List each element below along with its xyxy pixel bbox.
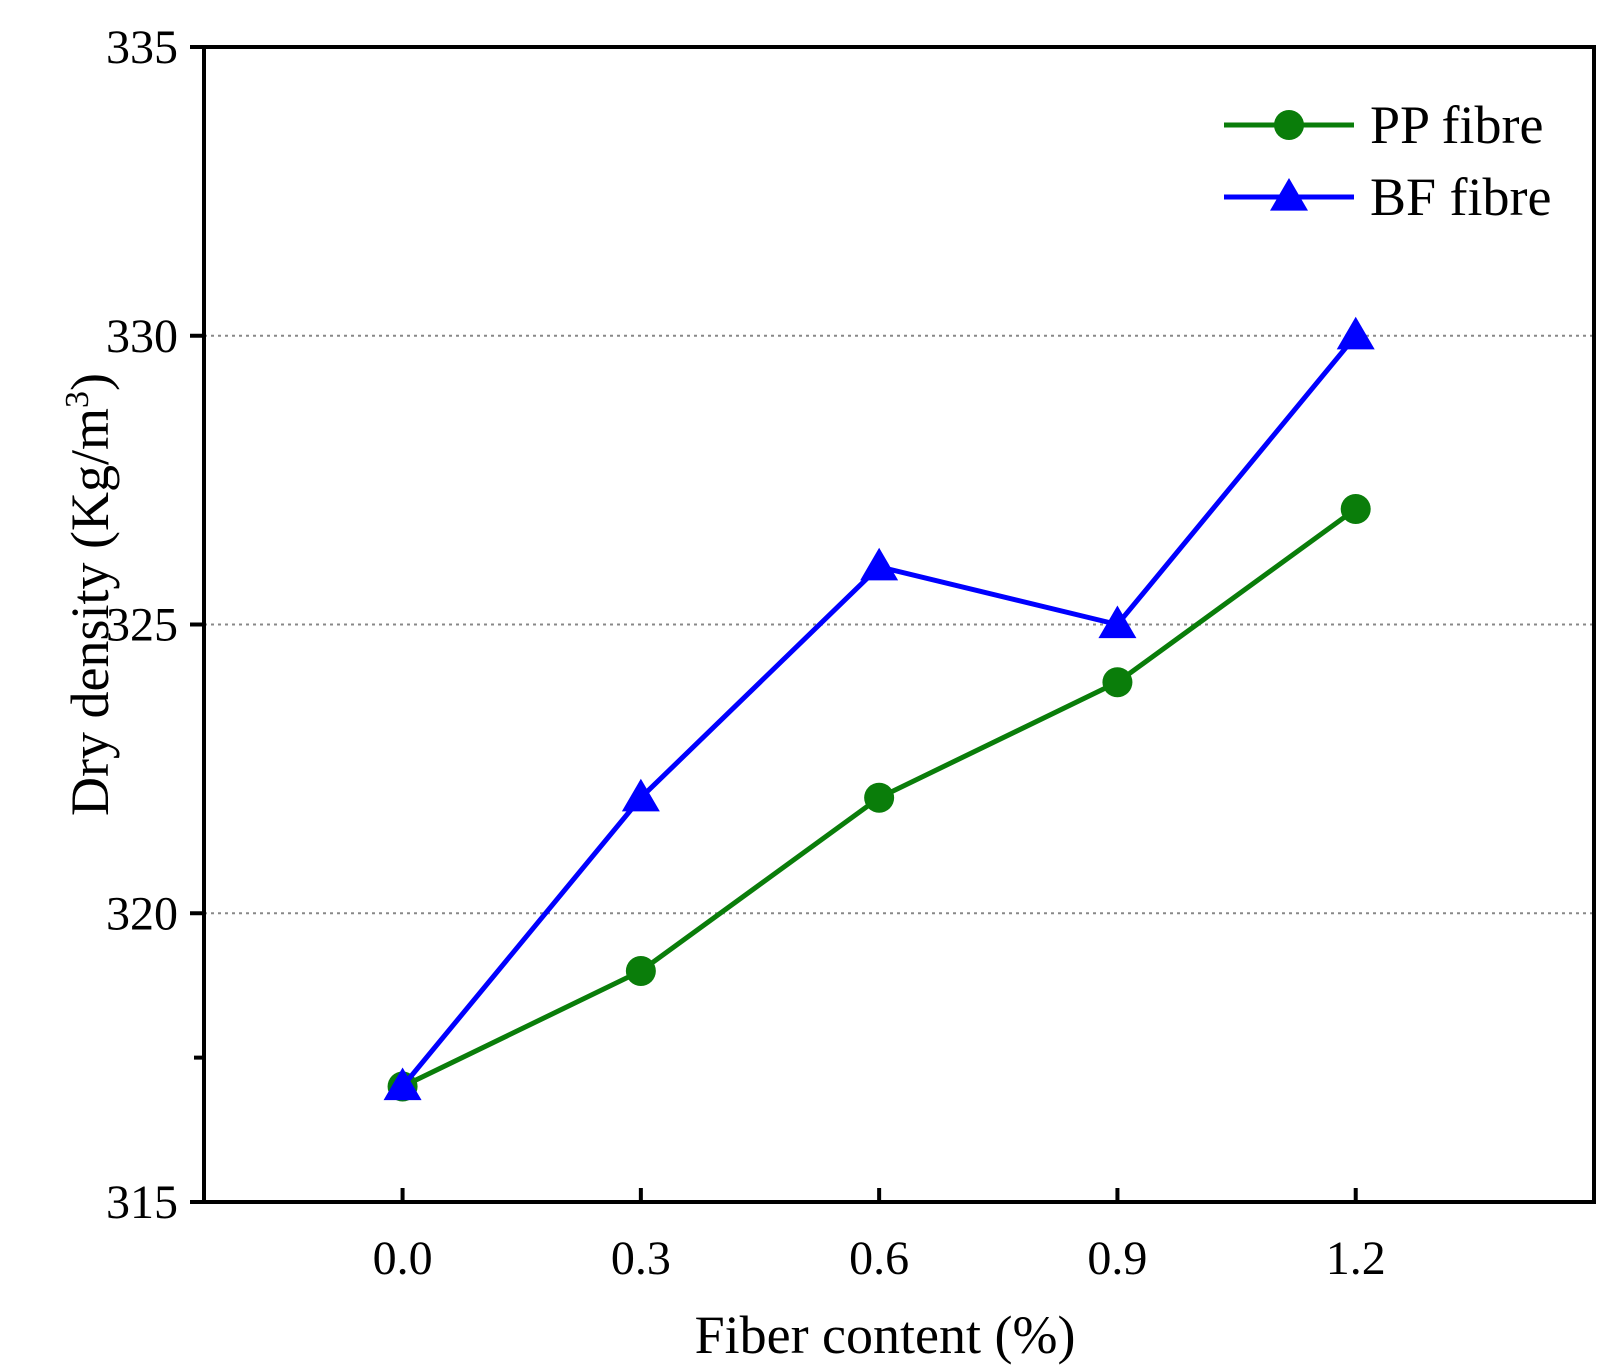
data-point — [1102, 667, 1133, 698]
legend-marker — [1274, 110, 1304, 140]
data-point — [621, 778, 660, 812]
x-tick-label: 0.3 — [611, 1232, 671, 1285]
data-point — [383, 1067, 422, 1101]
series-pp-fibre — [387, 494, 1371, 1102]
y-tick-label: 335 — [106, 21, 178, 74]
x-tick-label: 0.6 — [849, 1232, 909, 1285]
y-tick-label: 325 — [106, 599, 178, 652]
y-axis-title-superscript: 3 — [59, 391, 96, 408]
axis-ticks — [190, 45, 1358, 1204]
y-axis-title-close: ) — [60, 373, 120, 391]
legend-label: BF fibre — [1370, 167, 1552, 227]
series-line — [400, 334, 1358, 1089]
y-axis-title: Dry density (Kg/m3) — [59, 373, 120, 816]
legend-label: PP fibre — [1370, 95, 1544, 155]
data-point — [1336, 316, 1375, 350]
x-tick-label: 1.2 — [1326, 1232, 1386, 1285]
data-point — [1340, 494, 1371, 524]
y-tick-label: 320 — [106, 887, 178, 940]
y-tick-label: 330 — [106, 310, 178, 363]
y-tick-label: 315 — [106, 1176, 178, 1229]
x-tick-label: 0.9 — [1087, 1232, 1147, 1285]
tick-labels: 315 320 325 330 335 0.0 0.3 0.6 0.9 1.2 — [106, 21, 1386, 1285]
grid-lines — [204, 334, 1594, 915]
series-layer — [383, 316, 1375, 1102]
series-bf-fibre — [383, 316, 1375, 1101]
x-tick-label: 0.0 — [373, 1232, 433, 1285]
data-point — [1098, 605, 1137, 639]
data-point — [864, 782, 895, 813]
legend-marker — [1270, 178, 1308, 211]
y-axis-title-main: Dry density (Kg/m — [60, 408, 120, 816]
x-axis-title: Fiber content (%) — [695, 1305, 1076, 1365]
data-point — [625, 956, 656, 986]
legend: PP fibre BF fibre — [1224, 95, 1552, 227]
data-point — [860, 547, 899, 581]
